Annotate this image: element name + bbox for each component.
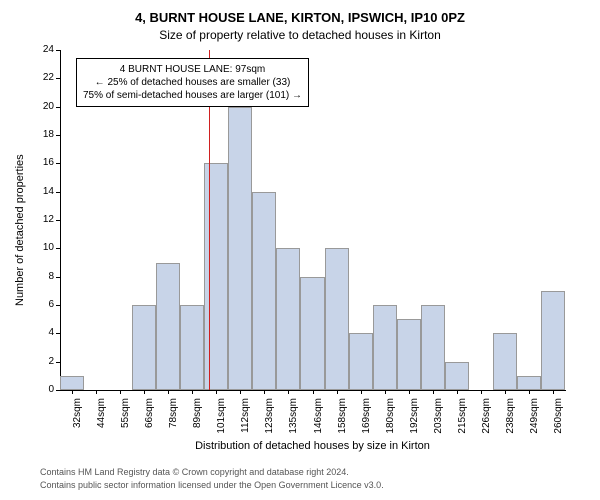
histogram-bar xyxy=(132,305,156,390)
histogram-bar xyxy=(204,163,228,390)
histogram-bar xyxy=(445,362,469,390)
x-tick-mark xyxy=(72,390,73,394)
x-tick-label: 89sqm xyxy=(192,398,203,448)
y-tick-mark xyxy=(56,220,60,221)
y-tick-mark xyxy=(56,305,60,306)
histogram-bar xyxy=(180,305,204,390)
chart-root: 4, BURNT HOUSE LANE, KIRTON, IPSWICH, IP… xyxy=(0,0,600,500)
footer-line-1: Contains HM Land Registry data © Crown c… xyxy=(40,467,349,477)
x-tick-mark xyxy=(553,390,554,394)
y-axis-label: Number of detached properties xyxy=(14,126,26,306)
histogram-bar xyxy=(541,291,565,390)
x-tick-mark xyxy=(144,390,145,394)
histogram-bar xyxy=(228,107,252,390)
x-tick-label: 112sqm xyxy=(240,398,251,448)
y-tick-mark xyxy=(56,78,60,79)
x-tick-label: 169sqm xyxy=(361,398,372,448)
y-tick-label: 18 xyxy=(32,129,54,140)
y-tick-mark xyxy=(56,50,60,51)
x-tick-label: 32sqm xyxy=(72,398,83,448)
x-tick-mark xyxy=(264,390,265,394)
y-tick-mark xyxy=(56,248,60,249)
x-tick-label: 215sqm xyxy=(457,398,468,448)
histogram-bar xyxy=(252,192,276,390)
y-tick-label: 16 xyxy=(32,157,54,168)
y-tick-label: 22 xyxy=(32,72,54,83)
histogram-bar xyxy=(276,248,300,390)
x-tick-mark xyxy=(337,390,338,394)
chart-title: 4, BURNT HOUSE LANE, KIRTON, IPSWICH, IP… xyxy=(0,10,600,25)
x-tick-label: 101sqm xyxy=(216,398,227,448)
x-tick-mark xyxy=(529,390,530,394)
x-tick-label: 135sqm xyxy=(288,398,299,448)
y-tick-mark xyxy=(56,192,60,193)
x-tick-mark xyxy=(361,390,362,394)
y-tick-mark xyxy=(56,362,60,363)
y-tick-label: 14 xyxy=(32,186,54,197)
y-tick-label: 10 xyxy=(32,242,54,253)
x-tick-mark xyxy=(216,390,217,394)
x-tick-label: 249sqm xyxy=(529,398,540,448)
histogram-bar xyxy=(156,263,180,391)
x-tick-mark xyxy=(457,390,458,394)
y-tick-mark xyxy=(56,390,60,391)
y-tick-label: 0 xyxy=(32,384,54,395)
y-tick-label: 6 xyxy=(32,299,54,310)
histogram-bar xyxy=(397,319,421,390)
x-tick-mark xyxy=(168,390,169,394)
x-tick-label: 192sqm xyxy=(409,398,420,448)
y-tick-label: 24 xyxy=(32,44,54,55)
histogram-bar xyxy=(493,333,517,390)
y-tick-mark xyxy=(56,333,60,334)
x-tick-mark xyxy=(313,390,314,394)
x-tick-label: 66sqm xyxy=(144,398,155,448)
x-tick-label: 226sqm xyxy=(481,398,492,448)
annotation-box: 4 BURNT HOUSE LANE: 97sqm← 25% of detach… xyxy=(76,58,309,107)
x-tick-label: 55sqm xyxy=(120,398,131,448)
x-tick-label: 180sqm xyxy=(385,398,396,448)
x-tick-mark xyxy=(288,390,289,394)
annotation-line: ← 25% of detached houses are smaller (33… xyxy=(83,76,302,89)
histogram-bar xyxy=(517,376,541,390)
x-tick-mark xyxy=(240,390,241,394)
y-tick-label: 12 xyxy=(32,214,54,225)
x-tick-label: 146sqm xyxy=(313,398,324,448)
x-tick-label: 238sqm xyxy=(505,398,516,448)
x-tick-mark xyxy=(120,390,121,394)
y-tick-label: 8 xyxy=(32,271,54,282)
x-tick-label: 123sqm xyxy=(264,398,275,448)
x-tick-mark xyxy=(96,390,97,394)
y-tick-label: 4 xyxy=(32,327,54,338)
x-tick-label: 260sqm xyxy=(553,398,564,448)
histogram-bar xyxy=(373,305,397,390)
x-tick-mark xyxy=(481,390,482,394)
histogram-bar xyxy=(60,376,84,390)
chart-subtitle: Size of property relative to detached ho… xyxy=(0,28,600,42)
histogram-bar xyxy=(421,305,445,390)
footer-line-2: Contains public sector information licen… xyxy=(40,480,384,490)
y-tick-mark xyxy=(56,135,60,136)
x-tick-mark xyxy=(505,390,506,394)
y-tick-mark xyxy=(56,277,60,278)
x-tick-mark xyxy=(385,390,386,394)
histogram-bar xyxy=(349,333,373,390)
x-tick-label: 78sqm xyxy=(168,398,179,448)
x-tick-label: 158sqm xyxy=(337,398,348,448)
x-tick-label: 203sqm xyxy=(433,398,444,448)
histogram-bar xyxy=(300,277,324,390)
y-tick-mark xyxy=(56,163,60,164)
annotation-line: 4 BURNT HOUSE LANE: 97sqm xyxy=(83,63,302,76)
y-tick-label: 2 xyxy=(32,356,54,367)
histogram-bar xyxy=(325,248,349,390)
x-tick-mark xyxy=(192,390,193,394)
x-tick-mark xyxy=(433,390,434,394)
x-tick-label: 44sqm xyxy=(96,398,107,448)
y-tick-label: 20 xyxy=(32,101,54,112)
annotation-line: 75% of semi-detached houses are larger (… xyxy=(83,89,302,102)
y-tick-mark xyxy=(56,107,60,108)
x-tick-mark xyxy=(409,390,410,394)
